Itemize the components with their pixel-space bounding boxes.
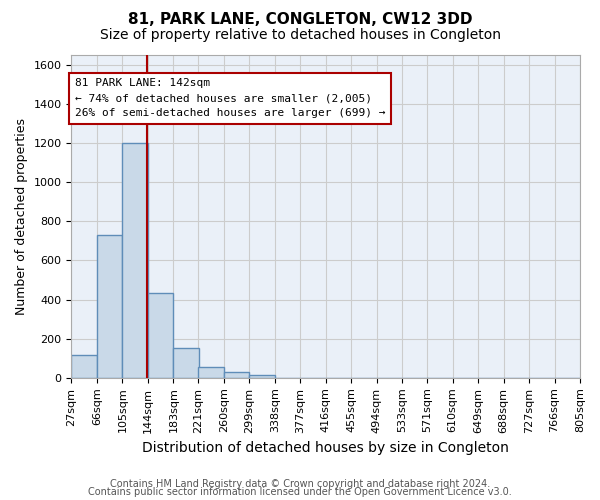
Bar (198, 367, 224, 378)
Bar (122, 143, 148, 378)
Text: 81 PARK LANE: 142sqm
← 74% of detached houses are smaller (2,005)
26% of semi-de: 81 PARK LANE: 142sqm ← 74% of detached h… (74, 78, 385, 118)
Bar (224, 372, 249, 378)
Bar (148, 292, 173, 378)
Bar (97, 235, 122, 378)
Bar (173, 348, 199, 378)
Text: Size of property relative to detached houses in Congleton: Size of property relative to detached ho… (100, 28, 500, 42)
Text: Contains HM Land Registry data © Crown copyright and database right 2024.: Contains HM Land Registry data © Crown c… (110, 479, 490, 489)
Bar (249, 375, 275, 378)
Text: Contains public sector information licensed under the Open Government Licence v3: Contains public sector information licen… (88, 487, 512, 497)
Bar (71, 356, 97, 378)
Y-axis label: Number of detached properties: Number of detached properties (15, 118, 28, 315)
X-axis label: Distribution of detached houses by size in Congleton: Distribution of detached houses by size … (142, 441, 509, 455)
Text: 81, PARK LANE, CONGLETON, CW12 3DD: 81, PARK LANE, CONGLETON, CW12 3DD (128, 12, 472, 28)
